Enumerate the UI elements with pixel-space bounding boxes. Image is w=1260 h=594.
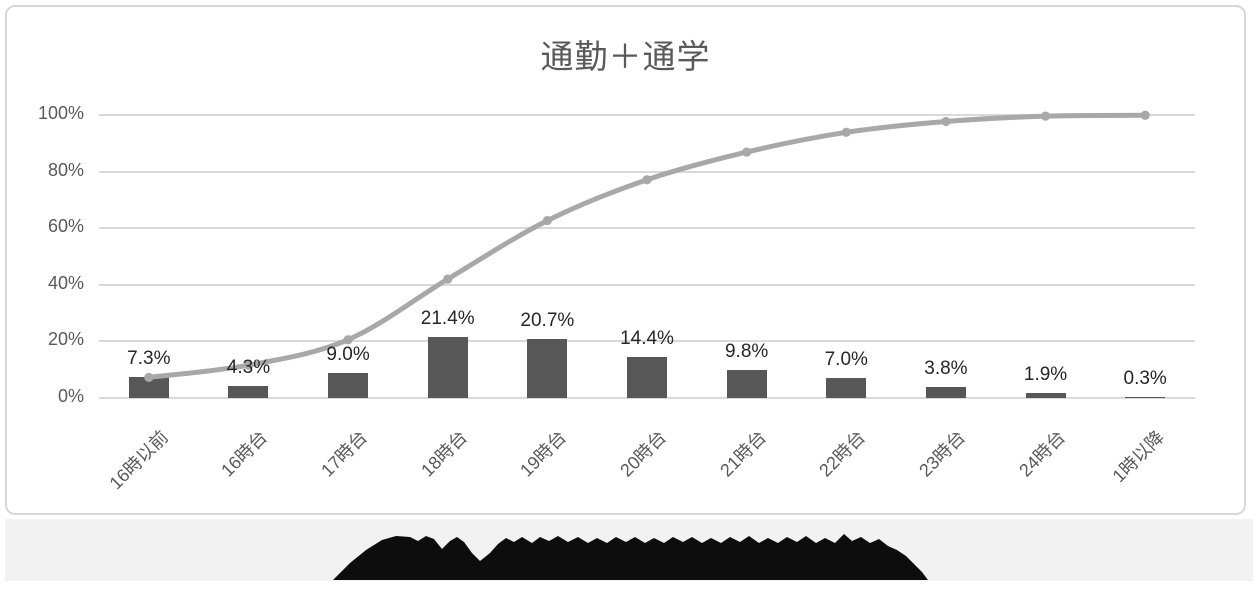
bar-value-label: 21.4% <box>420 308 475 330</box>
gridline <box>99 397 1195 399</box>
y-axis-tick-label: 60% <box>47 216 84 237</box>
gridline <box>99 283 1195 286</box>
bar-value-label: 9.0% <box>326 343 370 365</box>
bar <box>925 387 966 398</box>
bar-value-label: 1.9% <box>1023 363 1068 385</box>
bar-value-label: 7.3% <box>127 348 171 370</box>
bar-value-label: 3.8% <box>924 358 968 380</box>
bar-value-label: 20.7% <box>520 310 575 332</box>
bar <box>627 357 667 398</box>
bar <box>1125 397 1166 398</box>
bar <box>427 337 468 398</box>
gridline <box>99 114 1195 116</box>
y-axis-tick-label: 100% <box>37 103 84 123</box>
chart-title: 通勤＋通学 <box>540 38 711 75</box>
bar-value-label: 14.4% <box>620 328 674 350</box>
y-axis-tick-label: 40% <box>47 272 84 293</box>
gridline <box>99 170 1195 173</box>
bar-value-label: 0.3% <box>1123 368 1167 389</box>
gridline <box>99 227 1195 230</box>
bar <box>1025 392 1066 398</box>
bar-value-label: 7.0% <box>824 349 868 371</box>
bar <box>826 378 867 398</box>
bar <box>328 372 369 398</box>
bottom-band <box>5 519 1253 581</box>
bar-value-label: 9.8% <box>724 341 769 363</box>
bar <box>726 370 767 398</box>
bar-value-label: 4.3% <box>226 356 271 378</box>
bar <box>228 385 269 398</box>
y-axis-tick-label: 20% <box>47 329 84 350</box>
y-axis-tick-label: 0% <box>57 386 84 406</box>
bar <box>527 339 568 398</box>
y-axis-tick-label: 80% <box>47 159 84 180</box>
bar <box>128 377 169 398</box>
